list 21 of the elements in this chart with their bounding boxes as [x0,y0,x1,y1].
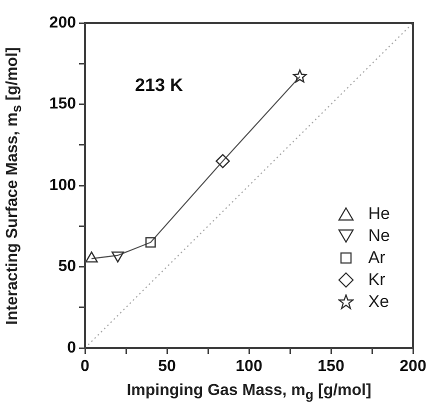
x-tick-label: 0 [80,358,90,376]
x-axis-title: Impinging Gas Mass, m$_{g}$ [g/mol] [126,382,372,402]
x-tick-label: 200 [400,358,426,376]
x-tick-label: 150 [318,358,344,376]
y-tick-label: 50 [58,258,76,276]
y-tick-label: 150 [49,96,76,113]
x-tick-label: 100 [236,358,262,376]
point [112,251,124,263]
y-tick-label: 200 [49,14,76,32]
annotation: 213 K [135,75,184,96]
point [145,237,156,248]
y-tick-label: 100 [49,176,76,194]
legend-label: Xe [368,292,390,312]
point [293,69,307,83]
y-tick-label: 0 [67,339,76,356]
point [216,154,230,168]
legend-label: Kr [368,270,386,290]
legend-label: He [368,204,390,224]
legend-label: Ar [368,248,386,268]
x-tick-label: 50 [158,358,176,376]
legend-label: Ne [368,226,390,246]
